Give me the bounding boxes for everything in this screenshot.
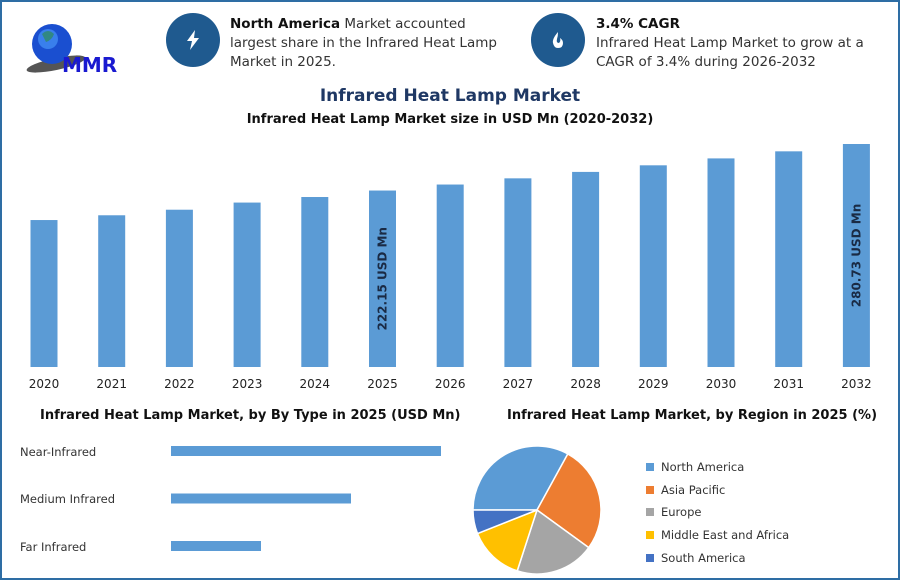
pie-slice-asia-pacific <box>536 452 602 549</box>
x-tick-2026: 2026 <box>435 377 466 391</box>
x-tick-2027: 2027 <box>503 377 534 391</box>
pie-slice-south-america <box>472 509 538 535</box>
x-tick-2031: 2031 <box>773 377 804 391</box>
x-tick-2020: 2020 <box>29 377 60 391</box>
legend-item-europe: Europe <box>646 501 789 524</box>
highlight-cagr-text: Infrared Heat Lamp Market to grow at a C… <box>596 35 864 70</box>
x-tick-2030: 2030 <box>706 377 737 391</box>
bar-2031 <box>775 151 803 367</box>
chart-subtitle: Infrared Heat Lamp Market size in USD Mn… <box>246 112 654 127</box>
type-bar-near-infrared <box>171 446 441 456</box>
legend-label: Asia Pacific <box>661 482 726 497</box>
globe-logo-icon: MMR <box>26 24 117 77</box>
region-legend: North America Asia Pacific Europe Middle… <box>646 456 789 569</box>
legend-label: Middle East and Africa <box>661 528 790 543</box>
legend-label: Europe <box>661 505 702 520</box>
legend-item-middle-east-africa: Middle East and Africa <box>646 524 789 547</box>
data-label-2032: 280.73 USD Mn <box>849 204 863 308</box>
x-tick-2022: 2022 <box>164 377 195 391</box>
x-tick-2024: 2024 <box>300 377 331 391</box>
flame-icon <box>531 13 585 67</box>
highlight-region-text: Market accounted largest share in the In… <box>230 16 497 70</box>
legend-item-south-america: South America <box>646 546 789 569</box>
type-label-medium-infrared: Medium Infrared <box>20 492 115 506</box>
highlight-cagr: 3.4% CAGR Infrared Heat Lamp Market to gr… <box>596 15 886 72</box>
type-label-near-infrared: Near-Infrared <box>20 445 97 459</box>
market-size-bar-chart: 2020 2021 2022 2023 2024 2025 2026 2027 2028 2029… <box>29 144 872 391</box>
legend-swatch <box>646 485 654 494</box>
bar-2020 <box>30 220 58 367</box>
highlight-region-bold: North America <box>230 16 341 32</box>
bar-2028 <box>572 171 600 367</box>
legend-swatch <box>646 463 654 472</box>
x-tick-2021: 2021 <box>96 377 127 391</box>
bar-2024 <box>301 197 329 367</box>
pie-slice-europe <box>516 508 590 575</box>
legend-swatch <box>646 531 654 540</box>
logo-text: MMR <box>62 53 117 77</box>
type-label-far-infrared: Far Infrared <box>20 540 87 554</box>
x-tick-2025: 2025 <box>367 377 398 391</box>
legend-item-north-america: North America <box>646 456 789 479</box>
legend-label: North America <box>661 460 745 475</box>
bar-2029 <box>639 165 667 367</box>
bar-2022 <box>165 209 193 367</box>
highlight-cagr-bold: 3.4% CAGR <box>596 16 680 32</box>
type-bar-medium-infrared <box>171 493 351 504</box>
legend-label: South America <box>661 550 746 565</box>
bar-2026 <box>436 184 464 367</box>
x-tick-2028: 2028 <box>570 377 601 391</box>
x-tick-2032: 2032 <box>841 377 872 391</box>
mmr-logo: MMR <box>18 16 138 78</box>
lightning-icon <box>166 13 220 67</box>
highlight-region: North America Market accounted largest s… <box>230 15 505 72</box>
bar-2025 <box>369 190 396 367</box>
type-bar-far-infrared <box>171 541 261 551</box>
legend-item-asia-pacific: Asia Pacific <box>646 479 789 502</box>
bar-2021 <box>98 215 126 367</box>
chart-title: Infrared Heat Lamp Market <box>319 86 581 106</box>
bar-2023 <box>233 202 261 367</box>
x-tick-2023: 2023 <box>232 377 263 391</box>
region-chart-title: Infrared Heat Lamp Market, by Region in … <box>507 408 878 423</box>
x-tick-2029: 2029 <box>638 377 669 391</box>
bar-2030 <box>707 158 735 367</box>
bar-2027 <box>504 178 532 367</box>
pie-slice-north-america <box>472 445 569 511</box>
region-pie-chart <box>472 445 602 575</box>
pie-slice-middle-east-and-africa <box>476 508 539 572</box>
type-chart-title: Infrared Heat Lamp Market, by By Type in… <box>40 408 461 423</box>
bar-2032 <box>842 144 870 367</box>
data-label-2025: 222.15 USD Mn <box>376 227 390 331</box>
legend-swatch <box>646 553 654 562</box>
type-bar-chart <box>171 446 441 551</box>
legend-swatch <box>646 508 654 517</box>
